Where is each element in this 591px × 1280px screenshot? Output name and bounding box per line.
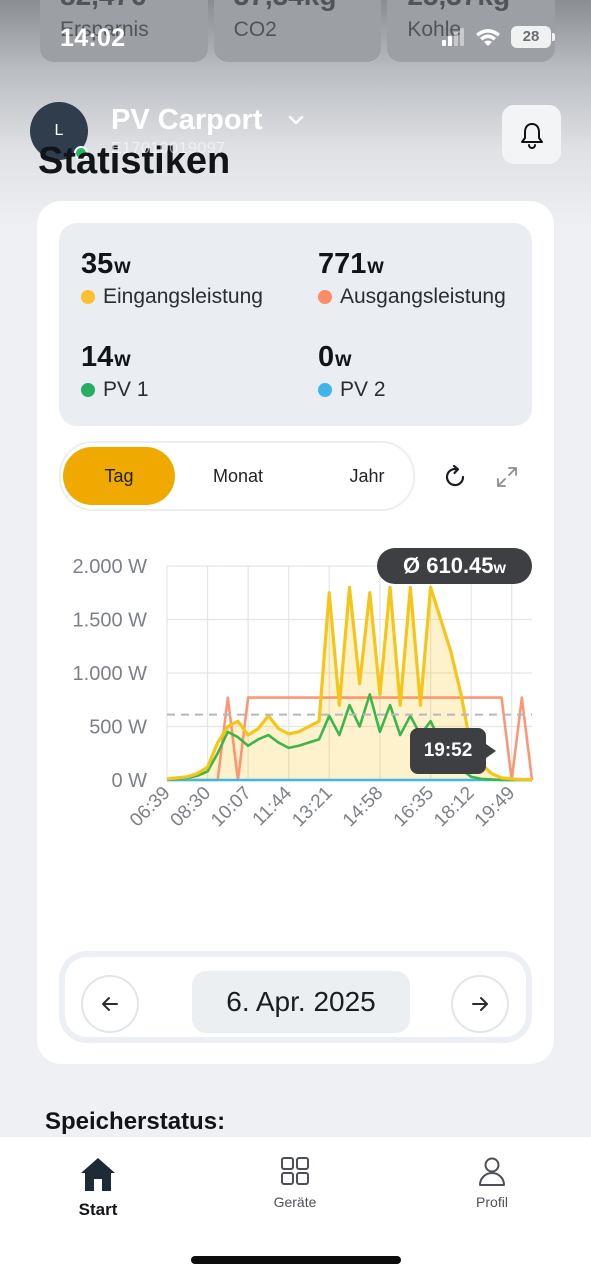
- nav-tab-profile[interactable]: Profil: [432, 1155, 552, 1210]
- stat-unit: w: [114, 348, 131, 371]
- stat-value: 35: [81, 248, 114, 280]
- next-day-button[interactable]: [451, 975, 509, 1033]
- stat-unit: w: [114, 255, 131, 278]
- stat-output-power: 771w Ausgangsleistung: [318, 248, 506, 309]
- device-name[interactable]: PV Carport: [111, 104, 263, 136]
- home-icon: [81, 1158, 115, 1191]
- chevron-down-icon[interactable]: [286, 110, 306, 130]
- series-line-ausgangsleistung: [167, 696, 534, 782]
- storage-status-heading: Speicherstatus:: [45, 1108, 226, 1135]
- chart-tooltip: 19:52: [410, 728, 496, 774]
- date-navigator-inner: 6. Apr. 2025: [65, 957, 526, 1037]
- stat-value: 0: [318, 341, 335, 373]
- nav-tab-devices[interactable]: Geräte: [235, 1155, 355, 1210]
- selected-date[interactable]: 6. Apr. 2025: [192, 971, 410, 1033]
- stat-label: PV 2: [340, 378, 386, 401]
- tab-day[interactable]: Tag: [63, 447, 175, 505]
- device-serial: E17010019097: [111, 140, 226, 157]
- fullscreen-button[interactable]: [488, 458, 526, 496]
- average-badge: Ø 610.45w: [377, 548, 532, 584]
- refresh-icon: [445, 464, 465, 487]
- x-tick-label: 13:21: [288, 783, 336, 831]
- nav-label: Profil: [476, 1194, 508, 1210]
- stat-label: Ausgangsleistung: [340, 285, 506, 308]
- cellular-signal-icon: [442, 28, 464, 46]
- legend-dot: [318, 383, 332, 397]
- summary-label: Kohle: [407, 18, 462, 41]
- stats-summary: [59, 223, 532, 426]
- notifications-button[interactable]: [502, 105, 561, 164]
- stat-pv1: 14w PV 1: [81, 341, 149, 402]
- refresh-button[interactable]: [436, 458, 474, 496]
- legend-dot: [81, 290, 95, 304]
- grid-icon: [281, 1157, 309, 1185]
- period-selector: Tag Monat Jahr: [59, 441, 415, 511]
- date-navigator: 6. Apr. 2025: [59, 951, 532, 1043]
- y-tick-label: 1.500 W: [73, 610, 148, 632]
- average-unit: w: [493, 560, 506, 577]
- y-tick-label: 500 W: [89, 717, 147, 739]
- summary-value: 25,37kg: [407, 0, 510, 12]
- stat-unit: w: [335, 348, 352, 371]
- average-value: Ø 610.45: [403, 553, 494, 578]
- summary-label: Ersparnis: [60, 18, 149, 41]
- nav-tab-start[interactable]: Start: [38, 1155, 158, 1220]
- status-time: 14:02: [60, 24, 126, 52]
- summary-card-co2[interactable]: 37,34kg CO2: [213, 0, 382, 62]
- arrow-right-icon: [472, 997, 488, 1011]
- wifi-icon: [476, 29, 500, 46]
- nav-label: Start: [78, 1200, 118, 1219]
- y-tick-label: 1.000 W: [73, 663, 148, 685]
- online-status-dot: [74, 146, 88, 160]
- expand-icon: [497, 467, 517, 487]
- previous-day-button[interactable]: [81, 975, 139, 1033]
- home-indicator: [191, 1256, 401, 1264]
- summary-value: 37,34kg: [234, 0, 337, 12]
- summary-value: 82,47€: [60, 0, 146, 12]
- summary-cards: 82,47€ Ersparnis 37,34kg CO2 25,37kg Koh…: [40, 0, 556, 62]
- bell-icon: [520, 122, 543, 149]
- stat-input-power: 35w Eingangsleistung: [81, 248, 263, 309]
- battery-indicator: 28: [511, 26, 555, 48]
- summary-label: CO2: [233, 18, 277, 41]
- stat-pv2: 0w PV 2: [318, 341, 386, 402]
- legend-dot: [318, 290, 332, 304]
- y-tick-label: 2.000 W: [73, 556, 148, 578]
- arrow-left-icon: [102, 997, 118, 1011]
- y-tick-label: 0 W: [111, 770, 147, 792]
- x-tick-label: 19:49: [471, 783, 519, 831]
- series-line-pv-1: [166, 693, 532, 782]
- x-tick-label: 11:44: [249, 782, 297, 830]
- user-icon: [479, 1157, 505, 1186]
- tab-year[interactable]: Jahr: [349, 466, 385, 486]
- x-tick-label: 14:58: [339, 783, 387, 831]
- stat-label: PV 1: [103, 378, 149, 401]
- x-tick-label: 10:07: [207, 783, 255, 831]
- tab-month[interactable]: Monat: [212, 466, 264, 486]
- nav-label: Geräte: [273, 1194, 317, 1210]
- summary-card-savings[interactable]: 82,47€ Ersparnis: [40, 0, 208, 62]
- stat-value: 14: [81, 341, 114, 373]
- x-tick-label: 18:12: [430, 783, 478, 831]
- x-tick-label: 16:35: [390, 783, 438, 831]
- stat-unit: w: [367, 255, 384, 278]
- stat-value: 771: [318, 248, 367, 280]
- status-icons: 28: [441, 26, 555, 48]
- x-tick-label: 08:30: [167, 783, 215, 831]
- page-title: Statistiken: [38, 140, 231, 182]
- legend-dot: [81, 383, 95, 397]
- stat-label: Eingangsleistung: [103, 285, 263, 308]
